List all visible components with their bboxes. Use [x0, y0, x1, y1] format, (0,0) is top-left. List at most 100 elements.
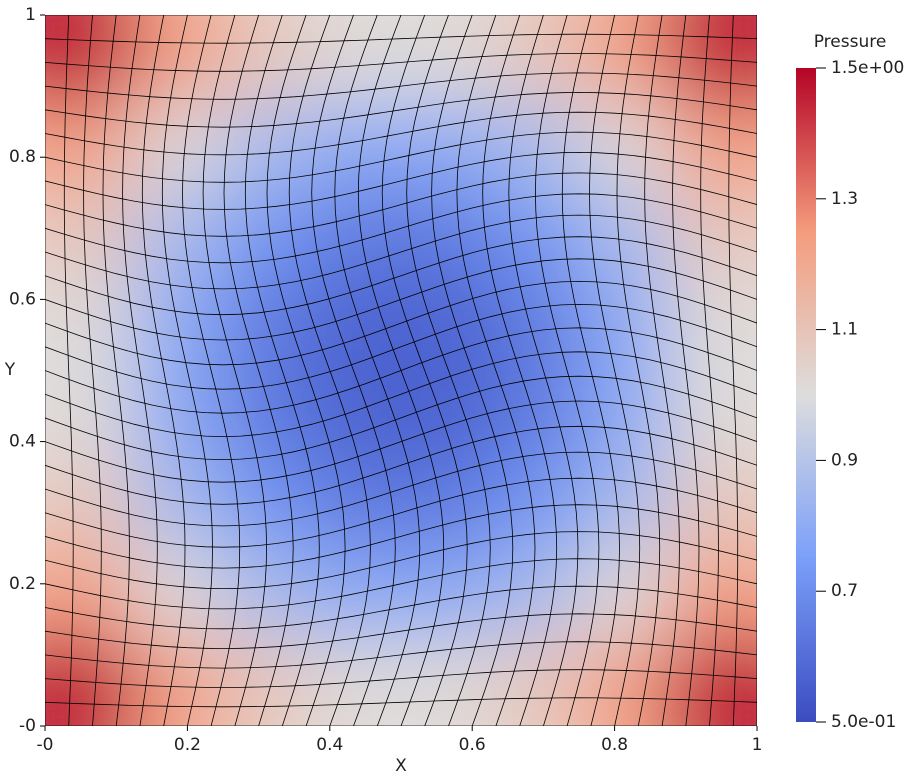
- mesh-line: [102, 15, 130, 726]
- cell: [668, 370, 757, 461]
- y-tick-label: 1: [25, 5, 36, 25]
- cell: [223, 15, 313, 105]
- mesh-line: [45, 327, 757, 414]
- cell: [668, 459, 757, 550]
- mesh-line: [45, 258, 757, 341]
- cell: [134, 15, 224, 105]
- cell: [579, 637, 669, 726]
- mesh-line: [456, 15, 536, 726]
- cell: [668, 281, 757, 372]
- cell: [223, 103, 313, 194]
- y-tick-label: 0.2: [9, 574, 36, 594]
- mesh-line: [644, 15, 680, 726]
- y-tick-label: 0.4: [9, 432, 36, 452]
- mesh-line: [431, 15, 514, 726]
- mesh-line: [45, 697, 757, 708]
- mesh-line: [182, 15, 241, 726]
- x-tick-label: 0.4: [316, 735, 343, 755]
- cell: [312, 459, 402, 550]
- mesh-line: [45, 669, 757, 688]
- x-axis-label: X: [395, 756, 407, 776]
- cell: [579, 103, 669, 194]
- mesh-line: [45, 558, 757, 610]
- colorbar-tick-label: 5.0e-01: [831, 712, 896, 732]
- mesh-line: [45, 33, 757, 44]
- cell: [134, 548, 224, 639]
- cell: [312, 103, 402, 194]
- mesh-line: [45, 400, 757, 483]
- mesh-line: [45, 91, 757, 128]
- mesh-line: [45, 53, 757, 72]
- cell: [401, 459, 491, 550]
- x-tick-label: 0.6: [459, 735, 486, 755]
- cell: [312, 15, 402, 105]
- mesh-line: [616, 15, 661, 726]
- cell: [401, 15, 491, 105]
- mesh-line: [202, 15, 268, 726]
- cell: [401, 281, 491, 372]
- mesh-line: [482, 15, 558, 726]
- cell: [134, 459, 224, 550]
- cell: [223, 637, 313, 726]
- cell: [579, 192, 669, 283]
- mesh-line: [45, 193, 757, 264]
- cell: [312, 370, 402, 461]
- cell: [579, 459, 669, 550]
- cell: [223, 370, 313, 461]
- cell: [45, 192, 135, 283]
- mesh-line: [728, 15, 739, 726]
- colorbar-tick-label: 1.1: [831, 320, 858, 340]
- cell: [490, 370, 580, 461]
- mesh-line: [45, 351, 757, 438]
- cell: [223, 548, 313, 639]
- cell: [579, 548, 669, 639]
- mesh-line: [45, 451, 757, 527]
- cell: [45, 370, 135, 461]
- cell: [668, 15, 757, 105]
- y-tick-label: -0: [19, 716, 36, 736]
- mesh-line: [45, 151, 757, 210]
- y-tick-label: 0.6: [9, 289, 36, 309]
- cell: [579, 281, 669, 372]
- mesh-line: [45, 303, 757, 390]
- mesh-line: [406, 15, 491, 726]
- mesh-line: [45, 214, 757, 290]
- cell: [668, 637, 757, 726]
- cell: [45, 15, 135, 105]
- mesh-line: [589, 15, 641, 726]
- colorbar-tick-label: 0.9: [831, 450, 858, 470]
- mesh-line: [45, 72, 757, 100]
- cell: [401, 370, 491, 461]
- mesh: [45, 15, 757, 726]
- cell: [312, 637, 402, 726]
- cell: [312, 192, 402, 283]
- mesh-line: [63, 15, 74, 726]
- mesh-line: [334, 15, 421, 726]
- mesh-line: [561, 15, 620, 726]
- cell: [668, 103, 757, 194]
- mesh-line: [45, 375, 757, 461]
- cell: [134, 103, 224, 194]
- cell: [134, 281, 224, 372]
- colorbar-title: Pressure: [814, 32, 887, 52]
- cell: [490, 281, 580, 372]
- x-tick-label: 0.2: [174, 735, 201, 755]
- x-tick-label: -0: [37, 735, 54, 755]
- cell: [579, 15, 669, 105]
- y-axis-label: Y: [4, 360, 16, 380]
- cell: [490, 103, 580, 194]
- colorbar-tick-label: 0.7: [831, 581, 858, 601]
- x-tick-label: 1: [752, 735, 763, 755]
- mesh-line: [381, 15, 468, 726]
- mesh-line: [223, 15, 294, 726]
- cell: [490, 192, 580, 283]
- colorbar-tick-label: 1.5e+00: [831, 58, 904, 78]
- cell: [134, 637, 224, 726]
- cell: [490, 548, 580, 639]
- cell: [134, 192, 224, 283]
- mesh-line: [45, 425, 757, 505]
- mesh-line: [45, 131, 757, 183]
- cell: [134, 370, 224, 461]
- mesh-line: [45, 477, 757, 548]
